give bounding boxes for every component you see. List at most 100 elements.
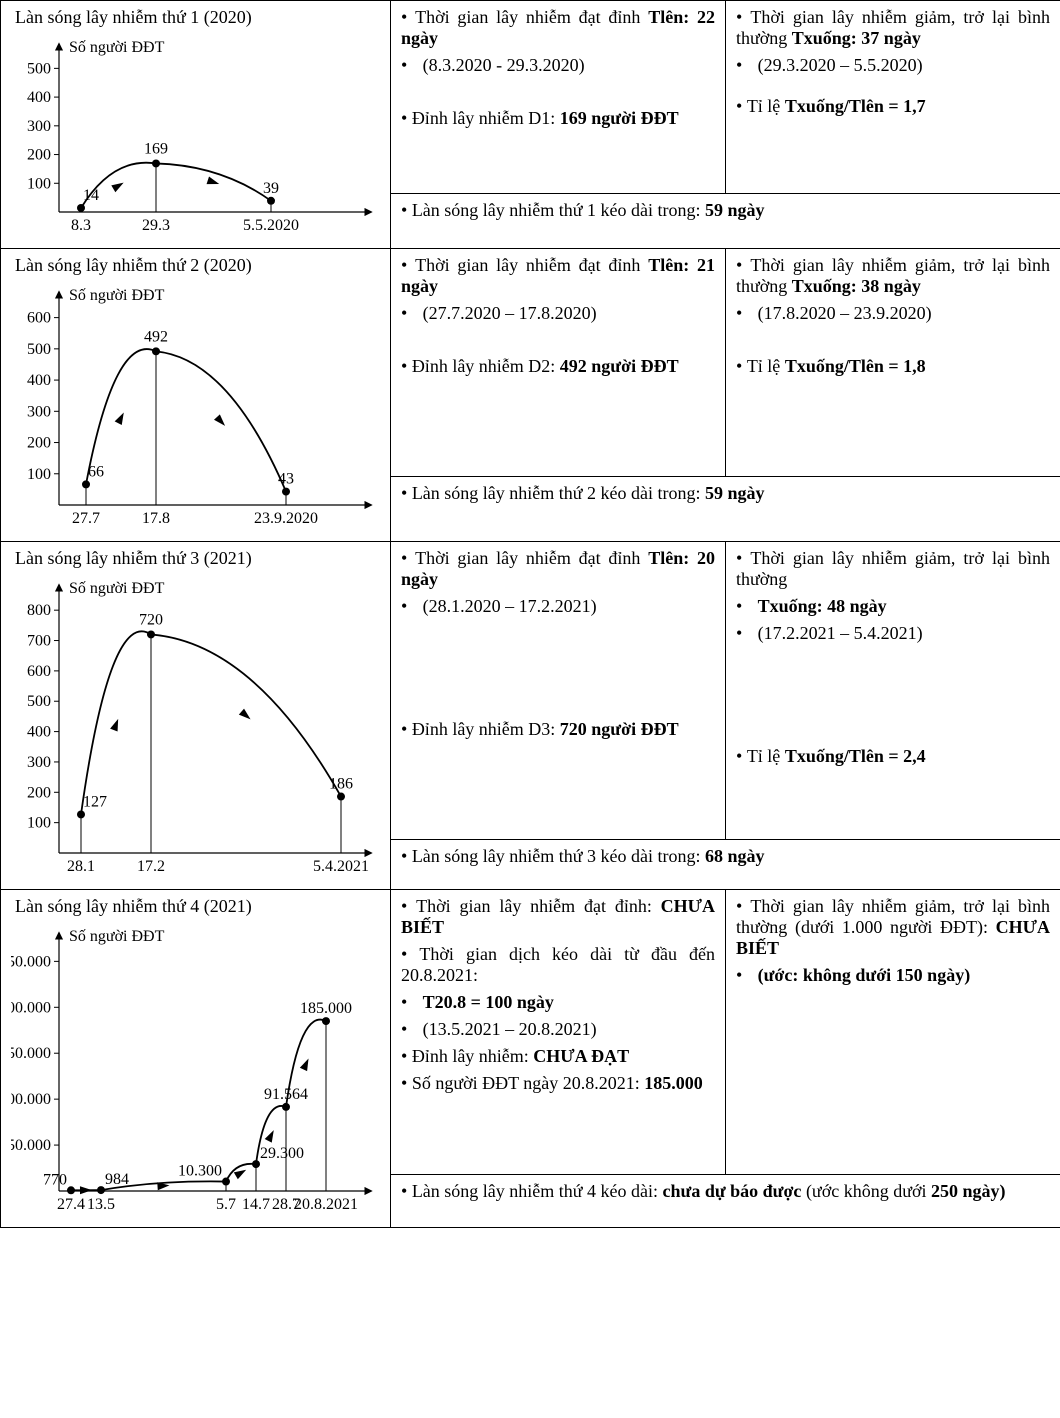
wave-4-chart-cell: Làn sóng lây nhiễm thứ 4 (2021) 50.000 10…	[1, 890, 391, 1228]
info-subline: • (28.1.2020 – 17.2.2021)	[401, 596, 715, 617]
duration-line: Làn sóng lây nhiễm thứ 2 kéo dài trong: …	[401, 483, 1050, 504]
info-line: Tỉ lệ Txuống/Tlên = 1,8	[736, 356, 1050, 377]
info-line: Đỉnh lây nhiễm D3: 720 người ĐĐT	[401, 719, 715, 740]
point-value: 186	[329, 776, 353, 793]
ytick-label: 50.000	[11, 1137, 51, 1154]
ytick-label: 500	[27, 341, 51, 358]
wave-3-duration: Làn sóng lây nhiễm thứ 3 kéo dài trong: …	[391, 839, 1060, 889]
chart-ylabel: Số người ĐĐT	[69, 287, 165, 304]
wave-2-chart-cell: Làn sóng lây nhiễm thứ 2 (2020) 10020030…	[1, 249, 391, 542]
point-value: 720	[139, 611, 163, 628]
info-line: Số người ĐĐT ngày 20.8.2021: 185.000	[401, 1073, 715, 1094]
x-tick-label: 27.4	[57, 1196, 85, 1213]
waves-table: Làn sóng lây nhiễm thứ 1 (2020) 100 200 30…	[0, 0, 1060, 1228]
ytick-label: 250.000	[11, 953, 51, 970]
ytick-label: 300	[27, 118, 51, 135]
wave-1-title: Làn sóng lây nhiễm thứ 1 (2020)	[15, 7, 380, 28]
info-line: Tỉ lệ Txuống/Tlên = 1,7	[736, 96, 1050, 117]
point-value: 169	[144, 140, 168, 157]
point-value: 984	[105, 1171, 129, 1188]
ytick-label: 100	[27, 466, 51, 483]
info-line: Thời gian lây nhiễm đạt đỉnh: CHƯA BIẾT	[401, 896, 715, 938]
duration-line: Làn sóng lây nhiễm thứ 4 kéo dài: chưa d…	[401, 1181, 1050, 1202]
x-tick-label: 13.5	[87, 1196, 115, 1213]
info-line: Thời gian lây nhiễm đạt đỉnh Tlên: 20 ng…	[401, 548, 715, 590]
point-value: 10.300	[178, 1163, 222, 1180]
spacer	[401, 330, 715, 356]
x-tick-label: 28.1	[67, 858, 95, 875]
wave-2-info-right: Thời gian lây nhiễm giảm, trở lại bình t…	[726, 249, 1060, 477]
info-line: Thời gian lây nhiễm giảm, trở lại bình t…	[736, 255, 1050, 297]
ytick-label: 150.000	[11, 1045, 51, 1062]
x-tick-label: 29.3	[142, 217, 170, 234]
wave-1-info-right: Thời gian lây nhiễm giảm, trở lại bình t…	[726, 1, 1060, 194]
x-tick-label: 5.4.2021	[313, 858, 369, 875]
point-value: 43	[278, 471, 294, 488]
wave-4-duration: Làn sóng lây nhiễm thứ 4 kéo dài: chưa d…	[391, 1175, 1060, 1228]
info-subline: • (29.3.2020 – 5.5.2020)	[736, 55, 1050, 76]
point-value: 770	[43, 1171, 67, 1188]
x-tick-label: 14.7	[242, 1196, 270, 1213]
info-line: Thời gian lây nhiễm giảm, trở lại bình t…	[736, 7, 1050, 49]
point-value: 492	[144, 328, 168, 345]
wave-4-row-top: Làn sóng lây nhiễm thứ 4 (2021) 50.00010…	[1, 890, 1060, 1175]
ytick-label: 600	[27, 310, 51, 327]
ytick-label: 300	[27, 754, 51, 771]
ytick-label: 200	[27, 435, 51, 452]
wave-3-info-right: Thời gian lây nhiễm giảm, trở lại bình t…	[726, 542, 1060, 840]
info-line: Đỉnh lây nhiễm D1: 169 người ĐĐT	[401, 108, 715, 129]
x-tick-label: 5.5.2020	[243, 217, 299, 234]
ytick-label: 200.000	[11, 999, 51, 1016]
info-line: Thời gian lây nhiễm giảm, trở lại bình t…	[736, 896, 1050, 959]
spacer	[736, 650, 1050, 746]
ytick-label: 400	[27, 89, 51, 106]
info-line: Tỉ lệ Txuống/Tlên = 2,4	[736, 746, 1050, 767]
info-line: • (ước: không dưới 150 ngày)	[736, 965, 1050, 986]
x-tick-label: 20.8.2021	[294, 1196, 358, 1213]
ytick-label: 600	[27, 663, 51, 680]
info-line: • Txuống: 48 ngày	[736, 596, 1050, 617]
x-tick-label: 17.2	[137, 858, 165, 875]
info-subline: • (8.3.2020 - 29.3.2020)	[401, 55, 715, 76]
point-value: 66	[88, 463, 104, 480]
ytick-label: 400	[27, 724, 51, 741]
ytick-label: 800	[27, 602, 51, 619]
ytick-label: 200	[27, 784, 51, 801]
wave-1-duration: Làn sóng lây nhiễm thứ 1 kéo dài trong: …	[391, 194, 1060, 249]
chart-ylabel: Số người ĐĐT	[69, 39, 165, 56]
wave-2-info-left: Thời gian lây nhiễm đạt đỉnh Tlên: 21 ng…	[391, 249, 726, 477]
spacer	[736, 330, 1050, 356]
x-tick-label: 27.7	[72, 510, 100, 527]
point-value: 91.564	[264, 1086, 308, 1103]
x-tick-label: 23.9.2020	[254, 510, 318, 527]
info-line: Thời gian lây nhiễm đạt đỉnh Tlên: 21 ng…	[401, 255, 715, 297]
info-line: Thời gian dịch kéo dài từ đầu đến 20.8.2…	[401, 944, 715, 986]
spacer	[401, 623, 715, 719]
wave-2-duration: Làn sóng lây nhiễm thứ 2 kéo dài trong: …	[391, 477, 1060, 542]
ytick-label: 400	[27, 372, 51, 389]
wave-1-chart-cell: Làn sóng lây nhiễm thứ 1 (2020) 10020030…	[1, 1, 391, 249]
wave-1-info-left: Thời gian lây nhiễm đạt đỉnh Tlên: 22 ng…	[391, 1, 726, 194]
ytick-label: 100	[27, 815, 51, 832]
wave-4-title: Làn sóng lây nhiễm thứ 4 (2021)	[15, 896, 380, 917]
x-tick-label: 5.7	[216, 1196, 236, 1213]
spacer	[736, 82, 1050, 96]
chart-3: 100200300400500600700800Số người ĐĐT1272…	[11, 573, 381, 883]
wave-3-info-left: Thời gian lây nhiễm đạt đỉnh Tlên: 20 ng…	[391, 542, 726, 840]
wave-2-row-top: Làn sóng lây nhiễm thứ 2 (2020) 10020030…	[1, 249, 1060, 477]
ytick-label: 500	[27, 693, 51, 710]
duration-line: Làn sóng lây nhiễm thứ 1 kéo dài trong: …	[401, 200, 1050, 221]
wave-4-info-right: Thời gian lây nhiễm giảm, trở lại bình t…	[726, 890, 1060, 1175]
info-line: • T20.8 = 100 ngày	[401, 992, 715, 1013]
duration-line: Làn sóng lây nhiễm thứ 3 kéo dài trong: …	[401, 846, 1050, 867]
point-value: 185.000	[300, 1000, 352, 1017]
info-line: Thời gian lây nhiễm đạt đỉnh Tlên: 22 ng…	[401, 7, 715, 49]
spacer	[401, 82, 715, 108]
chart-ylabel: Số người ĐĐT	[69, 928, 165, 945]
chart-1: 100200300400500Số người ĐĐT148.316929.33…	[11, 32, 381, 242]
chart-2: 100200300400500600Số người ĐĐT6627.74921…	[11, 280, 381, 535]
ytick-label: 500	[27, 60, 51, 77]
wave-3-title: Làn sóng lây nhiễm thứ 3 (2021)	[15, 548, 380, 569]
info-subline: • (13.5.2021 – 20.8.2021)	[401, 1019, 715, 1040]
x-tick-label: 17.8	[142, 510, 170, 527]
